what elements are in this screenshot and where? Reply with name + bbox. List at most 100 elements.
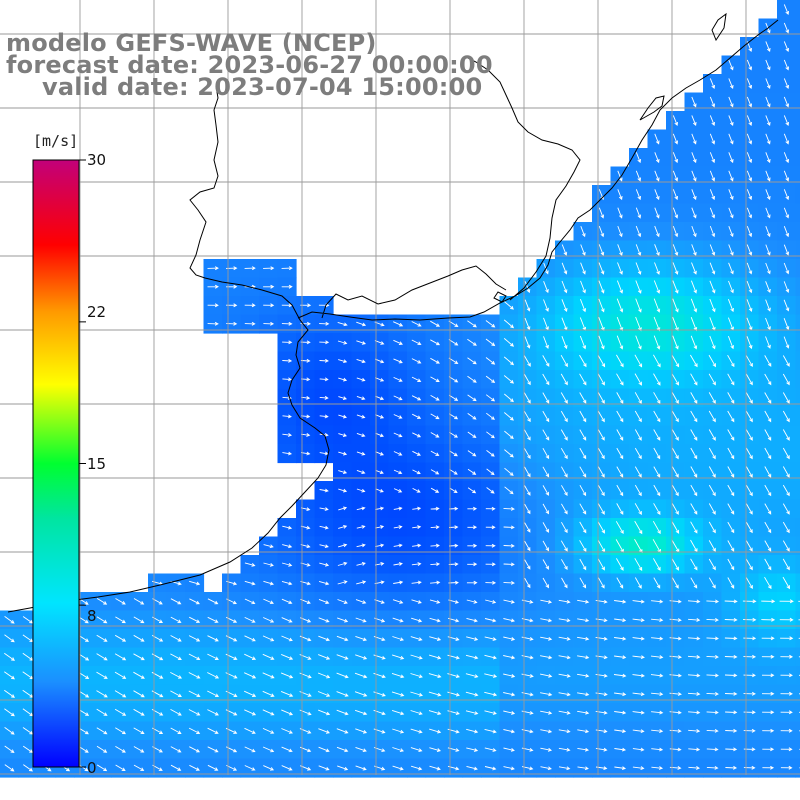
wind-arrow: [319, 414, 329, 419]
wind-arrow: [133, 708, 145, 716]
wind-arrow: [244, 266, 256, 271]
wind-arrow: [690, 280, 697, 294]
wind-arrow: [762, 710, 775, 715]
wind-arrow: [727, 521, 735, 534]
legend-tick-30: 30: [87, 151, 107, 169]
wind-arrow: [543, 281, 549, 294]
wind-arrow: [691, 244, 697, 256]
wind-arrow: [597, 410, 605, 423]
wind-arrow: [524, 522, 531, 533]
wind-arrow: [466, 617, 478, 623]
wind-arrow: [356, 543, 366, 548]
wind-arrow: [635, 335, 642, 350]
wind-arrow: [635, 207, 642, 219]
wind-arrow: [709, 96, 716, 108]
wind-arrow: [688, 729, 701, 733]
wind-arrow: [783, 152, 790, 164]
wind-arrow: [617, 225, 623, 238]
wind-arrow: [614, 729, 627, 734]
wind-arrow: [262, 727, 275, 734]
wind-arrow: [765, 152, 771, 164]
wind-arrow: [281, 562, 293, 567]
wind-arrow: [486, 487, 495, 494]
wind-arrow: [671, 429, 679, 441]
wind-arrow: [654, 207, 660, 219]
wind-arrow: [671, 577, 679, 589]
wind-arrow: [355, 617, 367, 623]
legend-tick-22: 22: [87, 303, 107, 321]
wind-arrow: [391, 672, 405, 679]
wind-arrow: [728, 152, 734, 164]
wind-arrow: [375, 451, 384, 456]
wind-arrow: [356, 561, 366, 566]
wind-arrow: [653, 466, 661, 478]
wind-arrow: [485, 525, 496, 530]
wind-arrow: [580, 262, 586, 275]
wind-arrow: [354, 691, 368, 697]
wind-arrow: [746, 133, 753, 145]
wind-arrow: [761, 636, 775, 641]
wind-arrow: [524, 281, 531, 294]
wind-arrow: [579, 354, 587, 368]
wind-arrow: [687, 636, 701, 641]
wind-arrow: [467, 487, 477, 494]
wind-arrow: [317, 672, 331, 679]
wind-arrow: [540, 710, 553, 715]
wind-arrow: [244, 635, 256, 642]
wind-arrow: [503, 636, 516, 641]
wind-arrow: [524, 448, 531, 460]
wind-arrow: [579, 447, 587, 460]
wind-arrow: [688, 747, 701, 752]
wind-arrow: [282, 358, 293, 363]
wind-arrow: [280, 672, 294, 679]
wind-arrow: [595, 655, 608, 660]
wind-arrow: [745, 355, 753, 368]
wind-arrow: [653, 503, 661, 516]
wind-arrow: [410, 636, 423, 641]
color-scale-bar: [32, 159, 80, 768]
wind-arrow: [691, 207, 697, 219]
wind-arrow: [690, 577, 698, 589]
wind-arrow: [467, 450, 477, 457]
wind-arrow: [616, 577, 624, 589]
wind-arrow: [728, 78, 734, 89]
wind-arrow: [595, 636, 608, 641]
wind-arrow: [467, 543, 478, 548]
wind-arrow: [170, 709, 182, 716]
wind-arrow: [485, 543, 496, 548]
wind-arrow: [96, 708, 108, 716]
field-cell: [795, 740, 800, 760]
wind-arrow: [765, 262, 771, 275]
wind-arrow: [355, 728, 368, 734]
wind-arrow: [761, 654, 775, 659]
wind-arrow: [337, 340, 348, 345]
wind-arrow: [375, 395, 385, 401]
wind-arrow: [690, 354, 698, 368]
wind-arrow: [263, 303, 275, 308]
wind-arrow: [356, 451, 366, 456]
wind-arrow: [614, 618, 627, 623]
wind-arrow: [650, 673, 664, 678]
wind-arrow: [616, 503, 624, 515]
wind-arrow: [207, 303, 219, 308]
wind-arrow: [782, 540, 790, 552]
wind-arrow: [780, 636, 794, 641]
wind-arrow: [540, 673, 553, 678]
wind-arrow: [706, 710, 719, 715]
field-cell: [795, 518, 800, 538]
wind-arrow: [244, 727, 256, 734]
wind-arrow: [762, 765, 775, 770]
wind-arrow: [782, 521, 790, 534]
wind-arrow: [728, 96, 734, 108]
wind-arrow: [671, 447, 679, 460]
wind-arrow: [634, 558, 643, 572]
wind-arrow: [189, 598, 200, 605]
wind-arrow: [765, 170, 771, 182]
wind-arrow: [281, 765, 293, 771]
wind-arrow: [597, 373, 605, 386]
wind-arrow: [447, 710, 460, 716]
wind-arrow: [244, 672, 257, 679]
wind-arrow: [761, 691, 775, 696]
wind-arrow: [356, 432, 366, 438]
